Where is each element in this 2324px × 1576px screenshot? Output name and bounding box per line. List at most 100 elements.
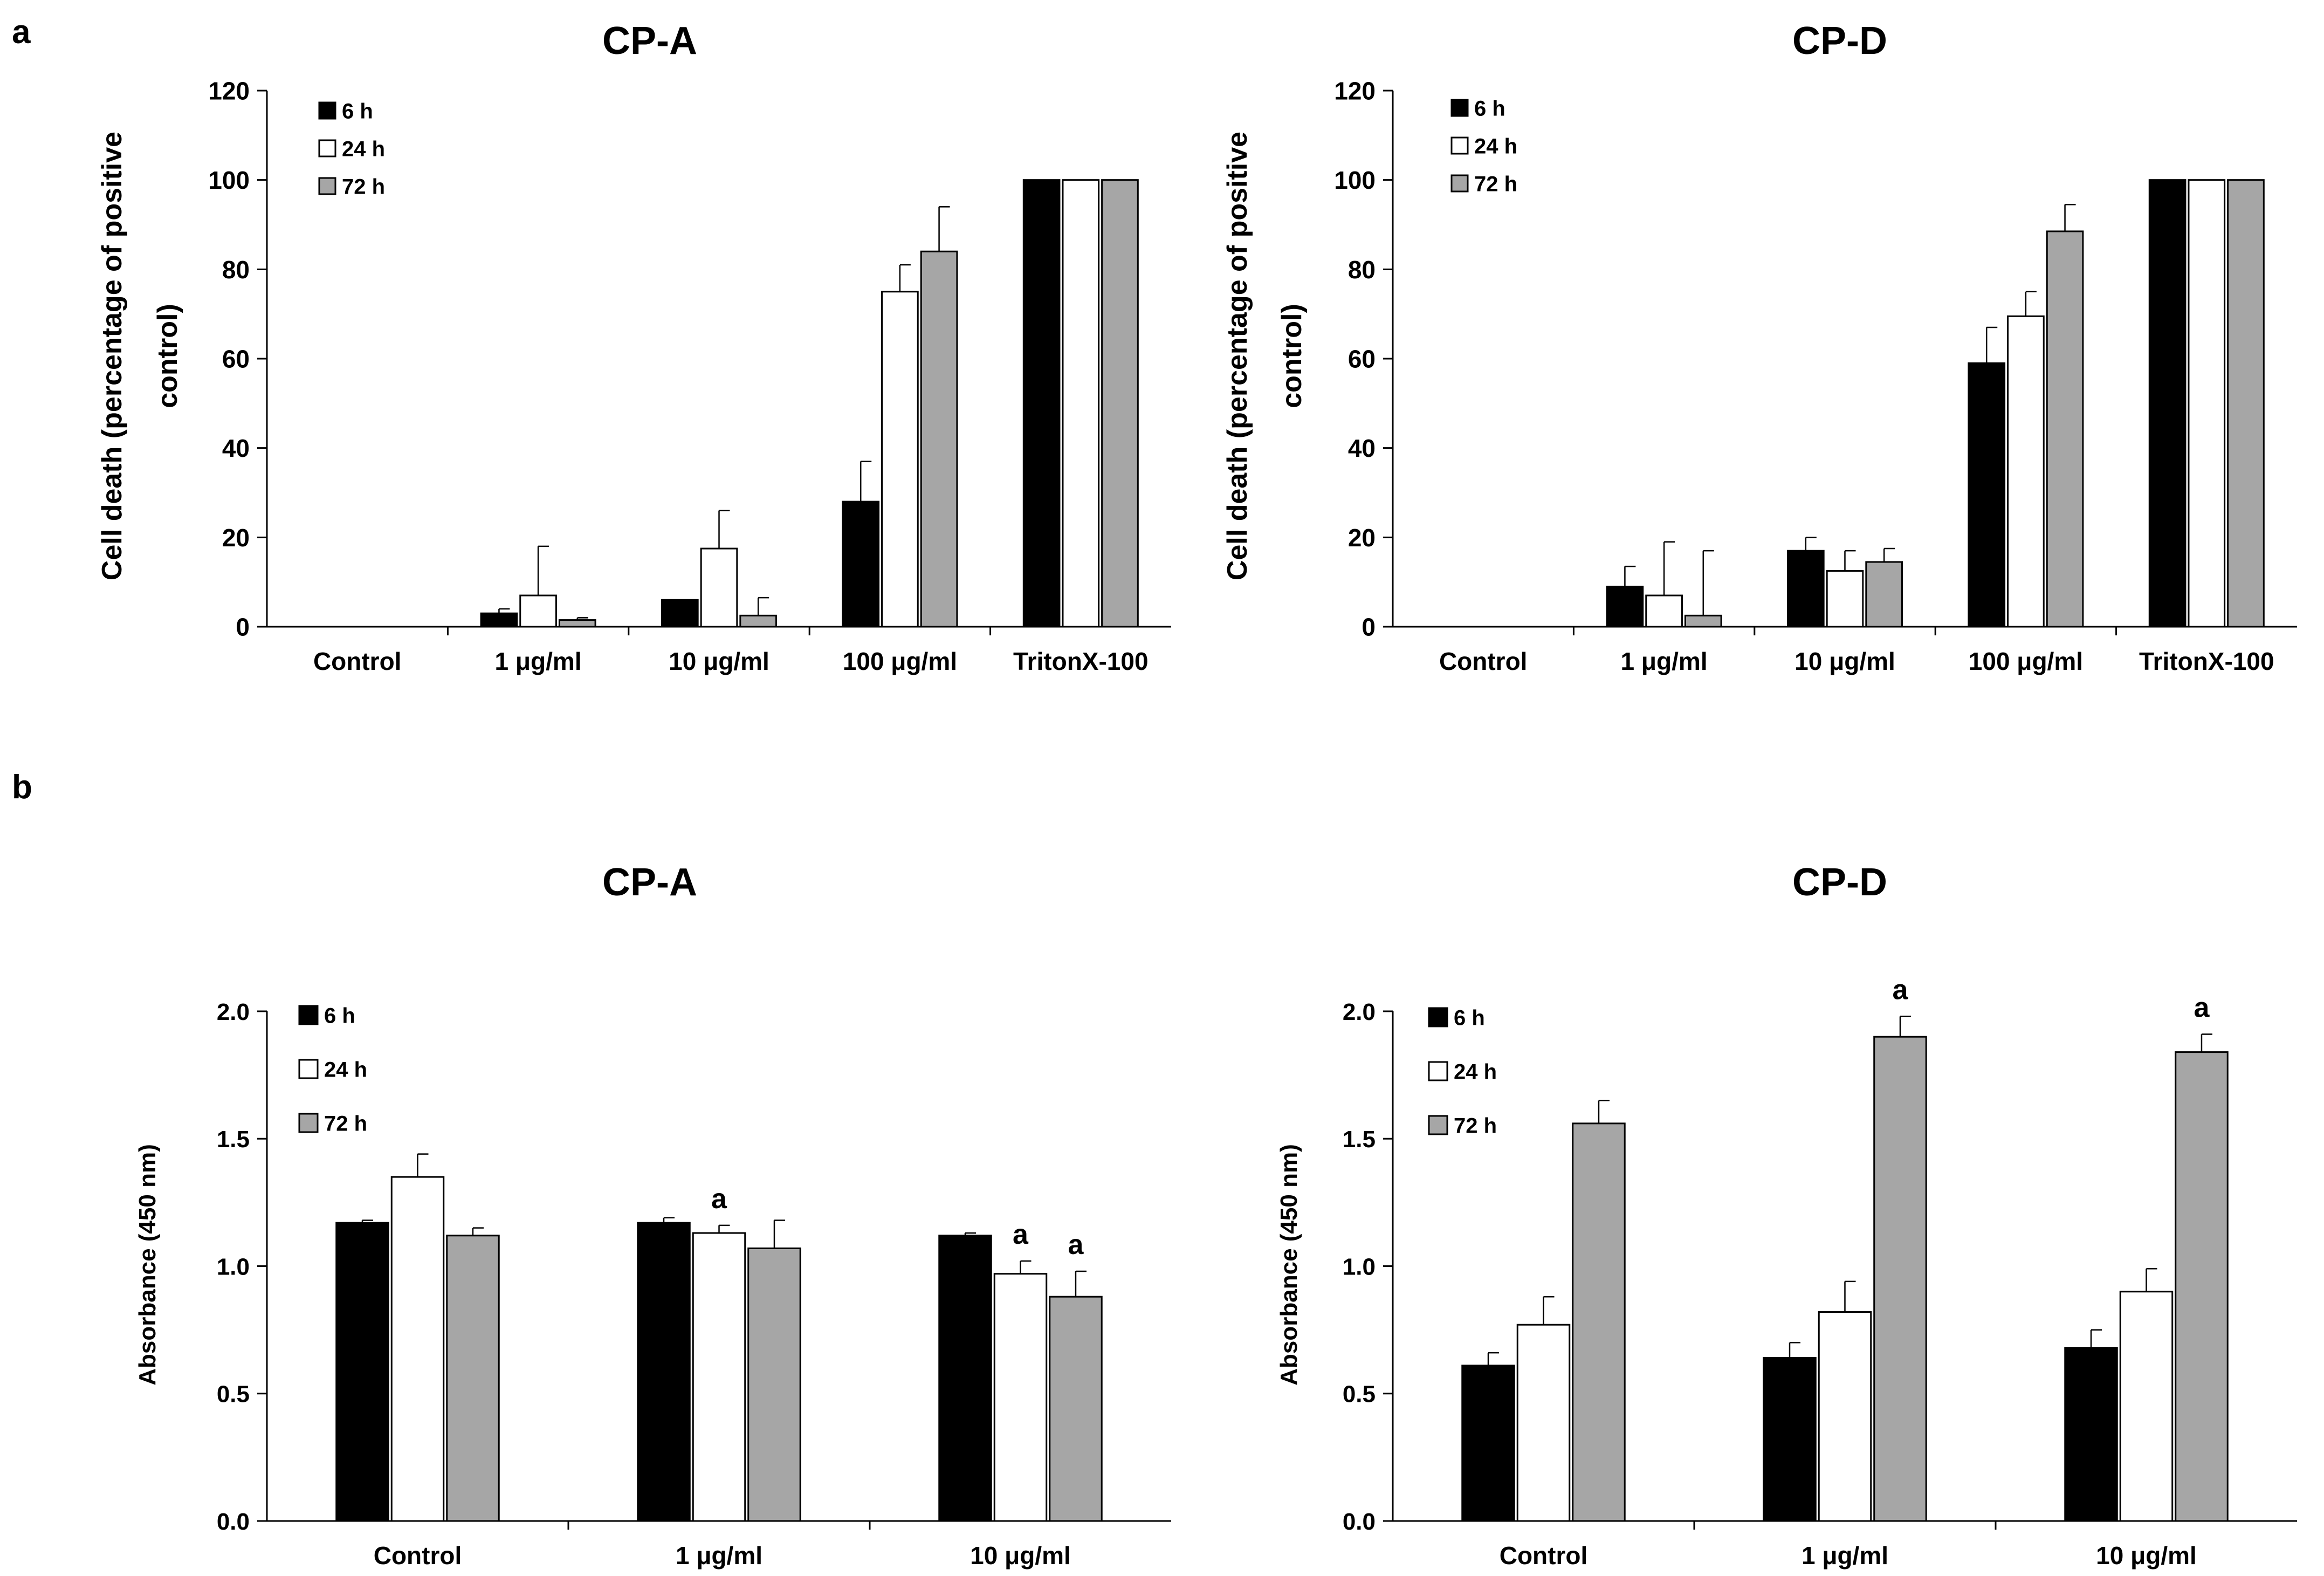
y-tick-label: 1.5 bbox=[1343, 1126, 1376, 1153]
bar bbox=[2188, 179, 2226, 628]
chart-0: CP-A Cell death (percentage of positive co… bbox=[97, 19, 1171, 675]
significance-label: a bbox=[1893, 974, 1909, 1005]
bar bbox=[519, 594, 557, 628]
legend-label: 6 h bbox=[324, 1004, 355, 1027]
bar bbox=[881, 291, 919, 628]
legend-label: 24 h bbox=[342, 137, 385, 161]
bar bbox=[661, 599, 699, 628]
y-axis-label: control) bbox=[152, 304, 183, 408]
y-tick-label: 0.5 bbox=[1343, 1381, 1376, 1408]
bar bbox=[920, 250, 958, 628]
bar bbox=[2064, 1347, 2118, 1522]
bar bbox=[480, 612, 518, 628]
bar bbox=[1645, 594, 1683, 628]
legend-swatch bbox=[298, 1005, 319, 1025]
y-tick-label: 2.0 bbox=[1343, 999, 1376, 1025]
y-tick-label: 1.5 bbox=[217, 1126, 250, 1153]
x-tick-label: 10 μg/ml bbox=[2096, 1541, 2197, 1570]
bar bbox=[2227, 179, 2265, 628]
legend-swatch bbox=[298, 1113, 319, 1133]
x-tick-label: 1 μg/ml bbox=[1621, 647, 1708, 675]
y-axis-label: Cell death (percentage of positive bbox=[97, 132, 128, 580]
x-tick-label: Control bbox=[1500, 1541, 1588, 1570]
y-tick-label: 0.0 bbox=[217, 1509, 250, 1535]
legend-label: 24 h bbox=[1474, 134, 1517, 158]
bar bbox=[558, 619, 596, 628]
bar bbox=[2175, 1051, 2229, 1522]
y-tick-label: 40 bbox=[222, 434, 250, 462]
significance-label: a bbox=[1068, 1229, 1084, 1260]
y-tick-label: 40 bbox=[1348, 434, 1376, 462]
x-tick-label: 10 μg/ml bbox=[1794, 647, 1895, 675]
bar bbox=[1049, 1296, 1103, 1522]
bar bbox=[1865, 561, 1903, 628]
bar bbox=[1873, 1036, 1927, 1522]
panel-label-a: a bbox=[12, 13, 31, 51]
legend-label: 24 h bbox=[1454, 1060, 1497, 1084]
y-tick-label: 80 bbox=[1348, 256, 1376, 284]
x-tick-label: 10 μg/ml bbox=[669, 647, 769, 675]
legend-swatch bbox=[1450, 136, 1469, 155]
bar bbox=[1763, 1357, 1817, 1522]
y-axis-label: Absorbance (450 nm) bbox=[1276, 1144, 1302, 1385]
legend-swatch bbox=[1450, 174, 1469, 193]
x-tick-label: Control bbox=[1439, 647, 1528, 675]
bar bbox=[1022, 179, 1061, 628]
legend-swatch bbox=[318, 101, 336, 120]
bar bbox=[700, 547, 738, 628]
legend-swatch bbox=[1428, 1007, 1448, 1027]
legend-label: 72 h bbox=[1474, 172, 1517, 196]
x-tick-label: 1 μg/ml bbox=[495, 647, 582, 675]
legend-swatch bbox=[1428, 1061, 1448, 1081]
bar bbox=[446, 1235, 500, 1522]
bar bbox=[637, 1222, 691, 1522]
y-tick-label: 0.5 bbox=[217, 1381, 250, 1408]
y-tick-label: 0.0 bbox=[1343, 1509, 1376, 1535]
x-tick-label: 100 μg/ml bbox=[843, 647, 957, 675]
legend-swatch bbox=[318, 177, 336, 195]
x-tick-label: 10 μg/ml bbox=[970, 1541, 1071, 1570]
legend-swatch bbox=[298, 1059, 319, 1079]
bar bbox=[390, 1176, 445, 1522]
legend-label: 72 h bbox=[342, 175, 385, 198]
significance-label: a bbox=[1013, 1219, 1029, 1250]
y-tick-label: 2.0 bbox=[217, 999, 250, 1025]
bar bbox=[993, 1273, 1048, 1522]
y-tick-label: 80 bbox=[222, 256, 250, 284]
bar bbox=[1684, 614, 1722, 628]
x-tick-label: 1 μg/ml bbox=[1802, 1541, 1888, 1570]
y-axis-label: control) bbox=[1276, 304, 1308, 408]
bar bbox=[1516, 1324, 1571, 1522]
bar bbox=[2119, 1291, 2174, 1522]
chart-title: CP-A bbox=[602, 19, 697, 63]
y-tick-label: 60 bbox=[222, 345, 250, 373]
y-tick-label: 100 bbox=[1334, 166, 1376, 194]
bar bbox=[692, 1232, 746, 1522]
x-tick-label: TritonX-100 bbox=[2139, 647, 2274, 675]
y-tick-label: 20 bbox=[1348, 524, 1376, 552]
bar bbox=[1968, 362, 2006, 628]
y-tick-label: 0 bbox=[236, 613, 250, 641]
bar bbox=[2046, 230, 2084, 628]
bar bbox=[1606, 585, 1644, 628]
y-tick-label: 100 bbox=[208, 166, 250, 194]
y-tick-label: 1.0 bbox=[1343, 1253, 1376, 1280]
bar bbox=[739, 614, 778, 628]
bar bbox=[2007, 315, 2045, 628]
y-tick-label: 120 bbox=[208, 77, 250, 105]
chart-title: CP-D bbox=[1792, 19, 1887, 63]
legend-label: 6 h bbox=[1454, 1006, 1485, 1030]
legend-label: 24 h bbox=[324, 1058, 367, 1081]
x-tick-label: 100 μg/ml bbox=[1969, 647, 2083, 675]
significance-label: a bbox=[711, 1183, 727, 1215]
x-tick-label: Control bbox=[374, 1541, 462, 1570]
y-axis-label: Cell death (percentage of positive bbox=[1222, 132, 1253, 580]
legend-label: 6 h bbox=[1474, 97, 1505, 120]
bar bbox=[1062, 179, 1100, 628]
chart-2: CP-A Absorbance (450 nm) 0.0 0.5 1.0 1.5 2.0 Co… bbox=[134, 861, 1171, 1570]
y-tick-label: 60 bbox=[1348, 345, 1376, 373]
bar bbox=[2148, 179, 2187, 628]
significance-label: a bbox=[2194, 992, 2210, 1024]
y-tick-label: 120 bbox=[1334, 77, 1376, 105]
